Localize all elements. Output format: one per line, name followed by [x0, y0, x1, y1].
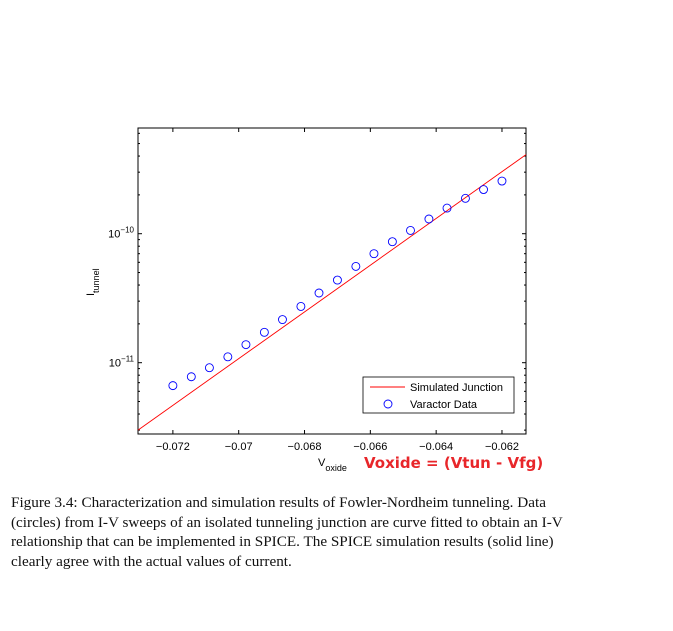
y-tick-label: 10−11 — [109, 355, 135, 370]
chart: −0.072 −0.07 −0.068 −0.066 −0.064 −0.062 10−10… — [85, 127, 527, 473]
varactor-data-point — [351, 261, 361, 271]
caption-line: clearly agree with the actual values of … — [11, 552, 292, 570]
varactor-data-point — [479, 185, 488, 194]
varactor-data-point — [406, 225, 415, 235]
caption-line: relationship that can be implemented in … — [11, 533, 554, 551]
varactor-data-point — [332, 275, 342, 285]
voxide-annotation: Voxide = (Vtun - Vfg) — [364, 454, 544, 472]
y-tick-label: 10−10 — [108, 226, 134, 241]
legend-label: Varactor Data — [410, 399, 478, 411]
varactor-data-point — [424, 214, 434, 224]
varactor-data-point — [369, 249, 379, 259]
varactor-data-point — [497, 176, 507, 186]
varactor-data-point — [278, 315, 287, 325]
simulated-junction-line — [137, 154, 527, 431]
varactor-data-point — [314, 288, 324, 298]
figure-caption: Figure 3.4: Characterization and simulat… — [11, 493, 671, 571]
varactor-data-point — [460, 193, 470, 203]
varactor-data-point — [204, 363, 214, 373]
y-axis-label: Itunnel — [85, 268, 101, 296]
varactor-data-point — [442, 203, 452, 213]
legend-label: Simulated Junction — [410, 382, 503, 394]
varactor-data-point — [387, 237, 397, 247]
varactor-data-point — [296, 301, 306, 311]
varactor-data-point — [186, 372, 196, 382]
varactor-data-point — [241, 340, 251, 350]
legend: Simulated Junction Varactor Data — [362, 376, 515, 414]
varactor-data-point — [168, 381, 178, 391]
x-tick-label: −0.062 — [485, 441, 519, 453]
caption-line: (circles) from I-V sweeps of an isolated… — [11, 513, 563, 531]
x-axis-label: Voxide — [318, 457, 347, 473]
x-tick-label: −0.066 — [353, 441, 387, 453]
x-tick-label: −0.07 — [225, 441, 253, 453]
x-tick-label: −0.064 — [419, 441, 453, 453]
legend-circle-swatch — [383, 399, 393, 409]
legend-box — [362, 376, 515, 414]
varactor-data-point — [259, 327, 269, 337]
caption-line: Figure 3.4: Characterization and simulat… — [11, 494, 546, 511]
x-tick-label: −0.072 — [156, 441, 190, 453]
x-tick-label: −0.068 — [288, 441, 322, 453]
varactor-data-point — [223, 352, 233, 362]
